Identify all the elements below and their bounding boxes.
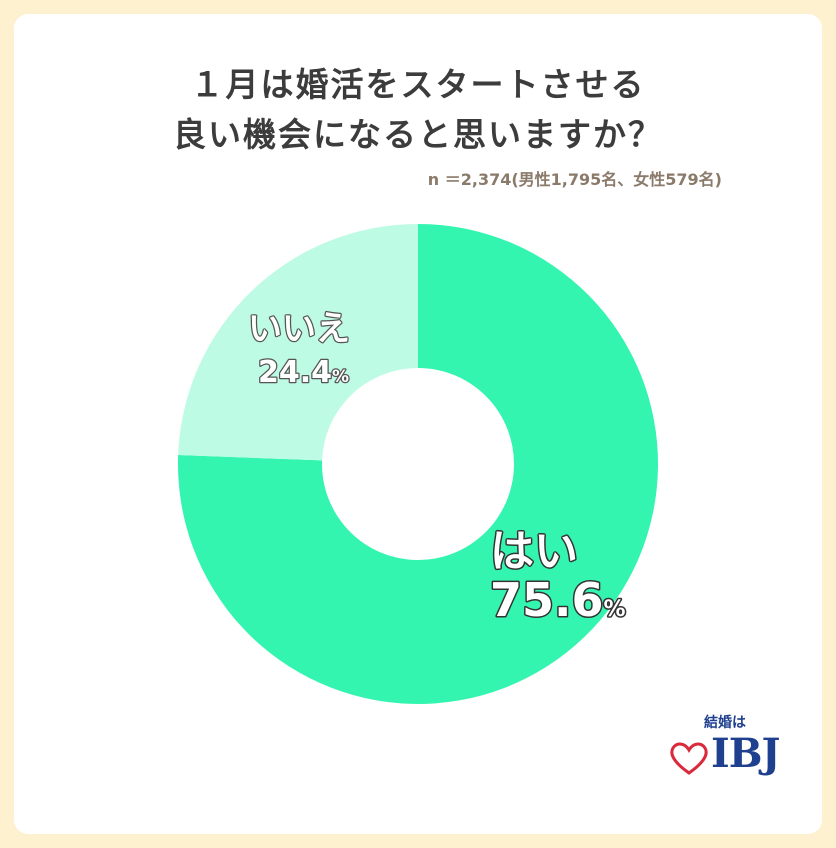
slice-no-value: 24.4 <box>258 355 332 390</box>
slice-no <box>178 224 418 461</box>
slice-yes-label: はい <box>490 526 578 577</box>
slice-yes-value: 75.6 <box>490 573 604 627</box>
slice-no-unit: % <box>332 367 349 387</box>
slice-yes-unit: % <box>604 597 626 622</box>
slice-yes-value-group: 75.6% <box>490 573 626 627</box>
slice-no-label: いいえ <box>248 309 350 349</box>
slice-yes <box>178 224 659 705</box>
title-line-1: １月は婚活をスタートさせる <box>190 65 646 104</box>
chart-title: １月は婚活をスタートさせる 良い機会になると思いますか？ <box>0 60 836 160</box>
sample-size-note: n ＝2,374(男性1,795名、女性579名) <box>427 170 722 189</box>
title-line-2: 良い機会になると思いますか？ <box>173 115 663 154</box>
logo-tagline: 結婚は <box>704 715 746 731</box>
heart-icon <box>670 742 708 775</box>
slice-no-value-group: 24.4% <box>258 355 349 390</box>
logo-brand: IBJ <box>711 730 780 777</box>
